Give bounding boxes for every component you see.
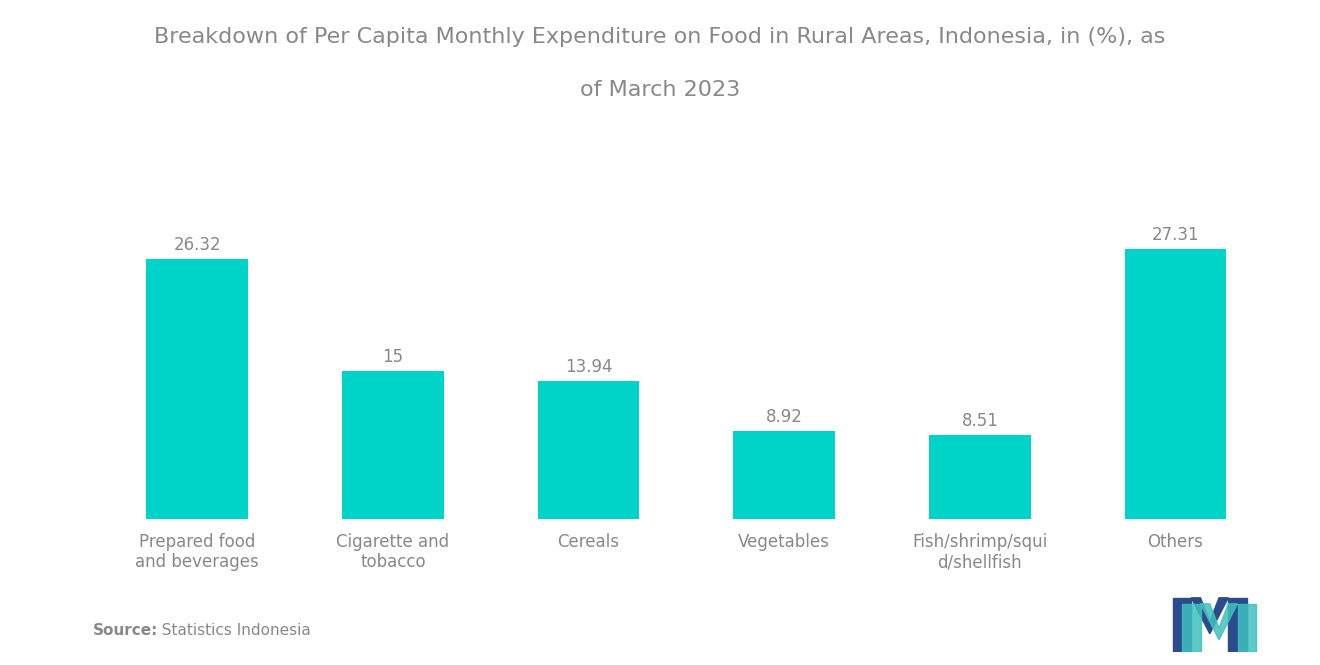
Text: 8.92: 8.92 (766, 408, 803, 426)
Text: 26.32: 26.32 (173, 235, 220, 254)
Bar (929, 435, 1031, 519)
Text: 8.51: 8.51 (961, 412, 998, 430)
Polygon shape (1192, 598, 1229, 634)
Text: Source:: Source: (92, 623, 158, 638)
Bar (342, 370, 444, 519)
Polygon shape (1201, 604, 1238, 640)
Text: 27.31: 27.31 (1152, 226, 1200, 244)
Text: Breakdown of Per Capita Monthly Expenditure on Food in Rural Areas, Indonesia, i: Breakdown of Per Capita Monthly Expendit… (154, 27, 1166, 47)
Text: of March 2023: of March 2023 (579, 80, 741, 100)
Polygon shape (1229, 598, 1247, 652)
Text: Statistics Indonesia: Statistics Indonesia (152, 623, 310, 638)
Text: 13.94: 13.94 (565, 358, 612, 376)
Bar (537, 381, 639, 519)
Bar (147, 259, 248, 519)
Polygon shape (1183, 604, 1201, 652)
Bar (1125, 249, 1226, 519)
Polygon shape (1173, 598, 1192, 652)
Text: 15: 15 (383, 348, 404, 366)
Polygon shape (1238, 604, 1257, 652)
Bar (734, 430, 836, 519)
